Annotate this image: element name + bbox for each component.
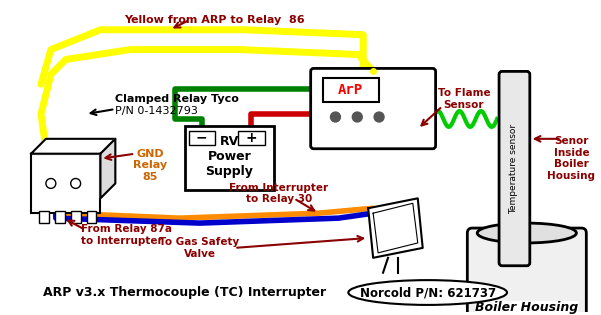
Text: Norcold P/N: 621737: Norcold P/N: 621737 xyxy=(359,286,496,299)
Text: ArP: ArP xyxy=(338,83,363,97)
Text: GND
Relay
85: GND Relay 85 xyxy=(133,149,167,182)
Text: Senor
Inside
Boiler
Housing: Senor Inside Boiler Housing xyxy=(548,136,596,181)
Polygon shape xyxy=(368,198,423,258)
Text: Temperature sensor: Temperature sensor xyxy=(510,123,519,214)
FancyBboxPatch shape xyxy=(189,131,216,145)
FancyBboxPatch shape xyxy=(499,72,530,266)
FancyBboxPatch shape xyxy=(323,78,379,102)
Circle shape xyxy=(331,112,340,122)
FancyBboxPatch shape xyxy=(238,131,265,145)
Text: −: − xyxy=(196,131,207,145)
Text: Yellow from ARP to Relay  86: Yellow from ARP to Relay 86 xyxy=(124,15,305,25)
Text: +: + xyxy=(245,131,257,145)
Text: From Relay 87a
to Interrupter: From Relay 87a to Interrupter xyxy=(81,224,172,246)
Text: RV
Power
Supply: RV Power Supply xyxy=(206,135,253,178)
FancyBboxPatch shape xyxy=(185,126,274,190)
Text: P/N 0-1432793: P/N 0-1432793 xyxy=(115,106,198,116)
Polygon shape xyxy=(100,139,115,198)
Circle shape xyxy=(352,112,362,122)
Text: Clamped Relay Tyco: Clamped Relay Tyco xyxy=(115,94,239,104)
Bar xyxy=(39,211,49,223)
Ellipse shape xyxy=(477,223,576,243)
Polygon shape xyxy=(31,139,115,154)
Bar xyxy=(87,211,97,223)
Text: From Interrupter
to Relay 30: From Interrupter to Relay 30 xyxy=(230,183,329,204)
Bar xyxy=(55,211,65,223)
Text: Boiler Housing: Boiler Housing xyxy=(475,301,578,314)
Text: To Flame
Sensor: To Flame Sensor xyxy=(438,89,490,110)
Bar xyxy=(71,211,81,223)
FancyBboxPatch shape xyxy=(311,68,436,149)
Text: To Gas Safety
Valve: To Gas Safety Valve xyxy=(159,237,240,259)
Circle shape xyxy=(374,112,384,122)
Text: ARP v3.x Thermocouple (TC) Interrupter: ARP v3.x Thermocouple (TC) Interrupter xyxy=(43,286,326,299)
FancyBboxPatch shape xyxy=(468,228,587,315)
Ellipse shape xyxy=(349,280,507,305)
FancyBboxPatch shape xyxy=(31,154,100,213)
